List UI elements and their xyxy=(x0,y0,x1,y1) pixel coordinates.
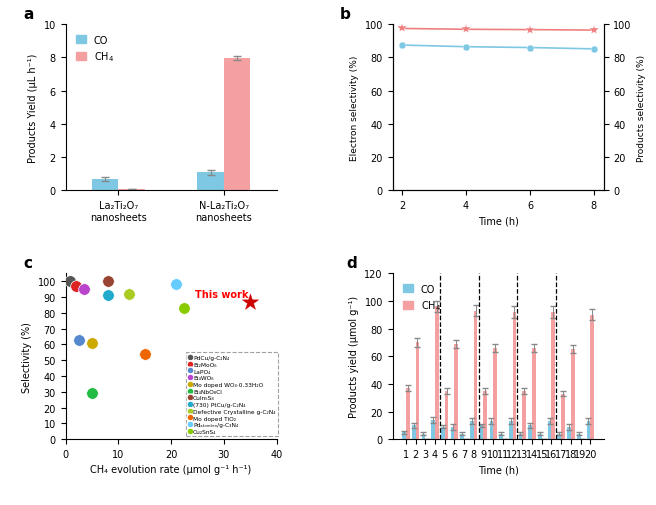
Bar xyxy=(455,344,458,439)
Point xyxy=(102,292,113,300)
Bar xyxy=(422,434,425,439)
Bar xyxy=(118,190,145,191)
Bar xyxy=(474,311,478,439)
Text: d: d xyxy=(346,255,357,270)
Point xyxy=(87,339,97,347)
Bar xyxy=(197,173,224,191)
Text: c: c xyxy=(24,255,32,270)
Y-axis label: Products selectivity (%): Products selectivity (%) xyxy=(637,55,646,162)
Bar xyxy=(480,426,483,439)
Y-axis label: Selectivity (%): Selectivity (%) xyxy=(22,321,32,392)
Bar xyxy=(558,434,561,439)
Bar xyxy=(499,434,503,439)
Bar xyxy=(445,391,448,439)
Bar xyxy=(435,307,439,439)
Bar xyxy=(493,348,497,439)
Legend: CO, CH$_4$: CO, CH$_4$ xyxy=(73,32,118,68)
Bar xyxy=(224,59,250,191)
Bar xyxy=(509,421,512,439)
Point xyxy=(71,282,81,290)
X-axis label: CH₄ evolution rate (μmol g⁻¹ h⁻¹): CH₄ evolution rate (μmol g⁻¹ h⁻¹) xyxy=(91,465,252,475)
Legend: PdCu/g-C₂N₄, Bi₂MoO₆, LaPO₄, Bi₄WO₆, Mo doped WO₃·0.33H₂O, Bi₄NbO₈Cl, CuIn₅S₈, (: PdCu/g-C₂N₄, Bi₂MoO₆, LaPO₄, Bi₄WO₆, Mo … xyxy=(186,353,278,436)
Bar xyxy=(489,421,493,439)
Bar xyxy=(561,394,565,439)
Bar xyxy=(451,427,455,439)
Bar xyxy=(519,434,522,439)
Point xyxy=(73,336,84,344)
X-axis label: Time (h): Time (h) xyxy=(478,465,518,475)
X-axis label: Time (h): Time (h) xyxy=(478,216,518,226)
Bar xyxy=(567,427,571,439)
Point xyxy=(79,285,89,293)
Bar xyxy=(590,315,594,439)
Bar xyxy=(532,348,536,439)
Bar xyxy=(538,434,542,439)
Point xyxy=(171,281,182,289)
Bar xyxy=(412,426,415,439)
Bar xyxy=(522,391,526,439)
Point xyxy=(65,278,75,286)
Point xyxy=(87,389,97,397)
Text: a: a xyxy=(24,7,34,22)
Text: This work: This work xyxy=(195,289,249,299)
Bar xyxy=(552,313,555,439)
Point xyxy=(123,290,134,298)
Point xyxy=(102,278,113,286)
Bar xyxy=(461,434,464,439)
Bar xyxy=(528,426,532,439)
Y-axis label: Products yield (μmol g⁻¹): Products yield (μmol g⁻¹) xyxy=(349,295,359,418)
Bar xyxy=(577,434,581,439)
Bar xyxy=(470,421,474,439)
Bar xyxy=(483,391,487,439)
Bar xyxy=(92,180,118,191)
Point xyxy=(179,305,190,313)
Bar xyxy=(415,343,419,439)
Bar xyxy=(406,388,409,439)
Bar xyxy=(431,420,435,439)
Bar xyxy=(571,349,575,439)
Y-axis label: Electron selectivity (%): Electron selectivity (%) xyxy=(350,56,359,161)
Point xyxy=(140,350,150,358)
Y-axis label: Products Yield (μL h⁻¹): Products Yield (μL h⁻¹) xyxy=(28,54,38,163)
Bar xyxy=(586,421,590,439)
Bar xyxy=(402,432,406,439)
Bar xyxy=(441,427,445,439)
Point xyxy=(245,298,255,306)
Bar xyxy=(548,421,552,439)
Legend: CO, CH$_4$: CO, CH$_4$ xyxy=(400,280,445,317)
Text: b: b xyxy=(340,7,351,22)
Bar xyxy=(512,313,516,439)
